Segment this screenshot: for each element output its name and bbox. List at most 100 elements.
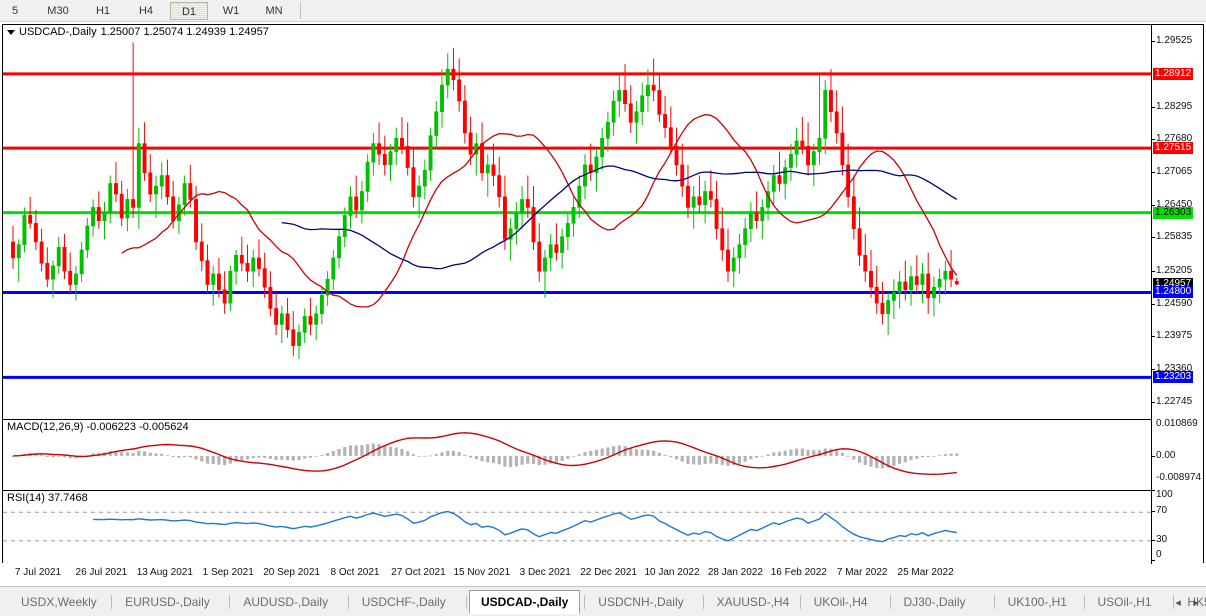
price-tick-mark bbox=[1152, 401, 1155, 403]
price-tick-mark bbox=[1152, 369, 1155, 371]
price-tick-mark bbox=[1152, 270, 1155, 272]
timeframe-button-h1[interactable]: H1 bbox=[95, 5, 111, 17]
price-level-label-green: 1.26303 bbox=[1153, 206, 1194, 219]
rsi-pane[interactable]: RSI(14) 37.7468 bbox=[3, 490, 1203, 563]
price-tick-label: 1.22745 bbox=[1156, 395, 1193, 407]
price-level-label-blue: 1.23203 bbox=[1153, 371, 1194, 384]
date-axis-label: 7 Jul 2021 bbox=[14, 567, 62, 578]
symbol-tab-audusd-daily[interactable]: AUDUSD-,Daily bbox=[243, 595, 329, 609]
symbol-tab-divider bbox=[1173, 595, 1175, 609]
price-tick-label: 1.27680 bbox=[1156, 133, 1193, 145]
ohlc-values: 1.25007 1.25074 1.24939 1.24957 bbox=[100, 26, 269, 38]
price-tick-label: 1.28295 bbox=[1156, 100, 1193, 112]
rsi-tick-mark bbox=[1152, 511, 1155, 513]
price-tick-label: 1.27065 bbox=[1156, 166, 1193, 178]
timeframe-button-h4[interactable]: H4 bbox=[138, 5, 154, 17]
timeframe-button-w1[interactable]: W1 bbox=[222, 5, 240, 17]
rsi-tick-label: 100 bbox=[1156, 489, 1173, 500]
price-tick-mark bbox=[1152, 139, 1155, 141]
rsi-tick-label: 30 bbox=[1156, 533, 1168, 545]
price-tick-mark bbox=[1152, 106, 1155, 108]
date-axis-label: 26 Jul 2021 bbox=[75, 567, 128, 578]
timeframe-toolbar: 5 M30 H1 H4 D1 W1 MN bbox=[0, 0, 1206, 22]
macd-pane[interactable]: MACD(12,26,9) -0.006223 -0.005624 bbox=[3, 419, 1203, 490]
symbol-tab-divider bbox=[466, 595, 467, 609]
symbol-label: USDCAD-,Daily bbox=[19, 26, 97, 38]
date-axis-label: 13 Aug 2021 bbox=[136, 567, 193, 578]
price-pane[interactable]: USDCAD-,Daily 1.25007 1.25074 1.24939 1.… bbox=[3, 25, 1203, 418]
symbol-tab-bar[interactable]: USDX,Weekly EURUSD-,Daily AUDUSD-,Daily USD… bbox=[0, 586, 1206, 616]
date-axis-label: 7 Mar 2022 bbox=[836, 567, 888, 578]
price-tick-mark bbox=[1152, 204, 1155, 206]
date-axis-label: 20 Sep 2021 bbox=[263, 567, 320, 578]
date-axis-label: 1 Sep 2021 bbox=[202, 567, 254, 578]
symbol-tab-divider bbox=[702, 595, 704, 609]
rsi-plot bbox=[3, 491, 1151, 563]
price-tick-mark bbox=[1152, 303, 1155, 305]
price-tick-label: 1.25835 bbox=[1156, 231, 1193, 243]
price-level-label-blue: 1.24800 bbox=[1153, 286, 1194, 299]
symbol-tab-divider bbox=[584, 595, 586, 609]
macd-plot bbox=[3, 420, 1151, 490]
price-tick-label: 1.23360 bbox=[1156, 363, 1193, 375]
candlestick-svg bbox=[3, 42, 1151, 379]
date-axis-label: 22 Dec 2021 bbox=[580, 567, 637, 578]
symbol-tab-divider bbox=[799, 595, 801, 609]
symbol-tab-divider bbox=[889, 595, 891, 609]
symbol-header: USDCAD-,Daily 1.25007 1.25074 1.24939 1.… bbox=[7, 26, 269, 39]
price-tick-label: 1.26450 bbox=[1156, 198, 1193, 210]
price-tick-mark bbox=[1152, 172, 1155, 174]
price-scale[interactable]: 1.29525 1.28295 1.27680 1.27065 1.26450 1.258… bbox=[1151, 25, 1203, 564]
timeframe-button-m30[interactable]: M30 bbox=[47, 5, 69, 17]
symbol-tab-hk50-h1[interactable]: HK50-,H1 bbox=[1187, 595, 1206, 609]
symbol-tab-dj30-daily[interactable]: DJ30-,Daily bbox=[903, 595, 966, 609]
rsi-tick-label: 70 bbox=[1156, 505, 1168, 517]
price-tick-mark bbox=[1152, 41, 1155, 43]
chart-frame: USDCAD-,Daily 1.25007 1.25074 1.24939 1.… bbox=[2, 24, 1204, 564]
date-axis-label: 16 Feb 2022 bbox=[770, 567, 827, 578]
rsi-tick-mark bbox=[1152, 539, 1155, 541]
symbol-tab-usdchf-daily[interactable]: USDCHF-,Daily bbox=[361, 595, 446, 609]
macd-label: MACD(12,26,9) -0.006223 -0.005624 bbox=[7, 421, 189, 433]
rsi-tick-mark bbox=[1152, 490, 1155, 491]
macd-tick-mark bbox=[1152, 456, 1155, 458]
price-tick-label: 1.25205 bbox=[1156, 264, 1193, 276]
tab-scroll-next-icon[interactable]: ▸ bbox=[1193, 597, 1199, 609]
macd-svg bbox=[11, 432, 959, 476]
tab-scroll-prev-icon[interactable]: ◂ bbox=[1175, 597, 1181, 609]
timeframe-button-5[interactable]: 5 bbox=[11, 5, 19, 17]
symbol-tab-ukoil-h4[interactable]: UKOil-,H4 bbox=[813, 595, 868, 609]
price-level-label-red: 1.27515 bbox=[1153, 142, 1194, 155]
price-level-label-red: 1.28912 bbox=[1153, 67, 1194, 80]
macd-tick-label: 0.00 bbox=[1156, 450, 1176, 462]
date-axis-label: 8 Oct 2021 bbox=[330, 567, 380, 578]
timeframe-button-d1[interactable]: D1 bbox=[170, 2, 208, 20]
symbol-tab-usoil-h1[interactable]: USOil-,H1 bbox=[1097, 595, 1152, 609]
price-plot[interactable] bbox=[3, 25, 1151, 418]
symbol-tab-divider bbox=[993, 595, 995, 609]
price-tick-label: 1.23975 bbox=[1156, 330, 1193, 342]
rsi-tick-label: 0 bbox=[1156, 549, 1162, 560]
price-tick-label: 1.29525 bbox=[1156, 35, 1193, 47]
price-tick-mark bbox=[1152, 237, 1155, 239]
symbol-tab-eurusd-daily[interactable]: EURUSD-,Daily bbox=[125, 595, 210, 609]
symbol-tab-usdx-weekly[interactable]: USDX,Weekly bbox=[21, 595, 97, 609]
symbol-tab-divider bbox=[229, 595, 231, 609]
chevron-down-icon[interactable] bbox=[7, 30, 15, 35]
symbol-tab-usdcnh-daily[interactable]: USDCNH-,Daily bbox=[598, 595, 684, 609]
macd-tick-label: -0.008974 bbox=[1156, 472, 1202, 483]
symbol-tab-usdcad-daily[interactable]: USDCAD-,Daily bbox=[469, 590, 581, 614]
date-axis-label: 15 Nov 2021 bbox=[453, 567, 511, 578]
date-axis-label: 3 Dec 2021 bbox=[519, 567, 571, 578]
symbol-tab-uk100-h1[interactable]: UK100-,H1 bbox=[1007, 595, 1067, 609]
symbol-tab-divider bbox=[111, 595, 113, 609]
date-axis-label: 10 Jan 2022 bbox=[644, 567, 700, 578]
symbol-tab-xauusd-h4[interactable]: XAUUSD-,H4 bbox=[716, 595, 790, 609]
symbol-tab-divider bbox=[1083, 595, 1085, 609]
toolbar-divider-2 bbox=[300, 2, 301, 19]
timeframe-button-mn[interactable]: MN bbox=[265, 5, 283, 17]
rsi-svg bbox=[3, 510, 1151, 543]
rsi-label: RSI(14) 37.7468 bbox=[7, 492, 88, 504]
rsi-tick-mark bbox=[1152, 560, 1155, 561]
